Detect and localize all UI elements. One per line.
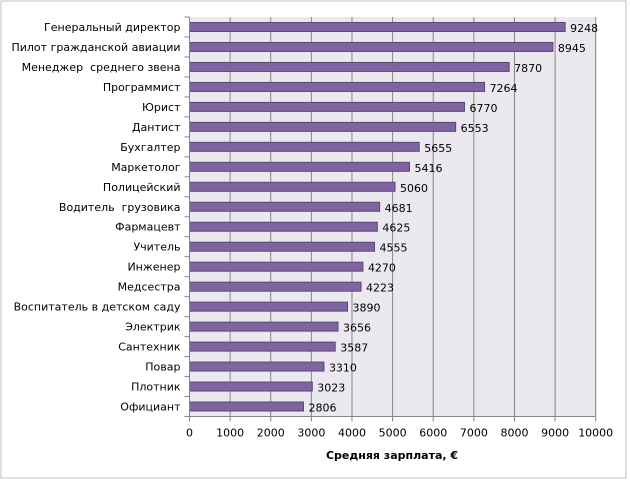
bar [189, 101, 465, 112]
bar [189, 321, 339, 332]
data-label: 4223 [366, 282, 394, 295]
data-label: 7264 [490, 82, 518, 95]
data-label: 9248 [570, 22, 598, 35]
category-label: Сантехник [118, 341, 181, 354]
bar [189, 21, 566, 32]
bar [189, 241, 376, 252]
x-tick-label: 2000 [257, 427, 285, 440]
bar [189, 81, 486, 92]
category-label: Водитель грузовика [59, 201, 181, 214]
x-tick-label: 4000 [338, 427, 366, 440]
bar [189, 121, 457, 132]
bar [189, 401, 304, 412]
x-tick-label: 0 [186, 427, 193, 440]
bar [189, 361, 325, 372]
category-label: Полицейский [103, 181, 181, 194]
category-label: Электрик [125, 321, 181, 334]
data-label: 4681 [385, 202, 413, 215]
bar [189, 261, 364, 272]
bar [189, 61, 510, 72]
category-label: Официант [120, 401, 181, 414]
x-tick-label: 8000 [500, 427, 528, 440]
category-label: Пилот гражданской авиации [11, 41, 180, 54]
data-label: 5416 [414, 162, 442, 175]
category-label: Воспитатель в детском саду [14, 301, 181, 314]
category-label: Бухгалтер [120, 141, 180, 154]
data-label: 8945 [558, 42, 586, 55]
data-label: 3310 [329, 362, 357, 375]
category-label: Маркетолог [111, 161, 181, 174]
bar [189, 221, 378, 232]
data-label: 5060 [400, 182, 428, 195]
bar [189, 341, 336, 352]
bar [189, 41, 554, 52]
data-label: 3587 [340, 342, 368, 355]
x-tick-label: 10000 [578, 427, 613, 440]
x-tick-label: 6000 [419, 427, 447, 440]
bar [189, 161, 410, 172]
bar [189, 141, 420, 152]
category-label: Плотник [131, 381, 181, 394]
category-label: Генеральный директор [44, 21, 180, 34]
x-axis-label: Средняя зарплата, € [326, 449, 458, 462]
x-tick-label: 1000 [216, 427, 244, 440]
category-label: Юрист [142, 101, 181, 114]
data-label: 4555 [380, 242, 408, 255]
data-label: 4625 [382, 222, 410, 235]
category-label: Программист [103, 81, 181, 94]
data-label: 7870 [514, 62, 542, 75]
bar [189, 381, 313, 392]
data-label: 6770 [469, 102, 497, 115]
bar [189, 281, 362, 292]
x-tick-label: 7000 [460, 427, 488, 440]
data-label: 6553 [461, 122, 489, 135]
bar [189, 201, 381, 212]
data-label: 3656 [343, 322, 371, 335]
data-label: 3023 [317, 382, 345, 395]
category-label: Повар [145, 361, 180, 374]
data-label: 4270 [368, 262, 396, 275]
category-label: Инженер [127, 261, 180, 274]
bar [189, 181, 396, 192]
category-label: Менеджер среднего звена [22, 61, 181, 74]
data-label: 3890 [353, 302, 381, 315]
x-tick-label: 9000 [541, 427, 569, 440]
category-label: Дантист [132, 121, 181, 134]
category-label: Учитель [133, 241, 180, 254]
category-label: Медсестра [118, 281, 181, 294]
bar [189, 301, 349, 312]
x-tick-label: 3000 [297, 427, 325, 440]
category-label: Фармацевт [115, 221, 181, 234]
data-label: 5655 [424, 142, 452, 155]
x-tick-label: 5000 [379, 427, 407, 440]
data-label: 2806 [308, 402, 336, 415]
